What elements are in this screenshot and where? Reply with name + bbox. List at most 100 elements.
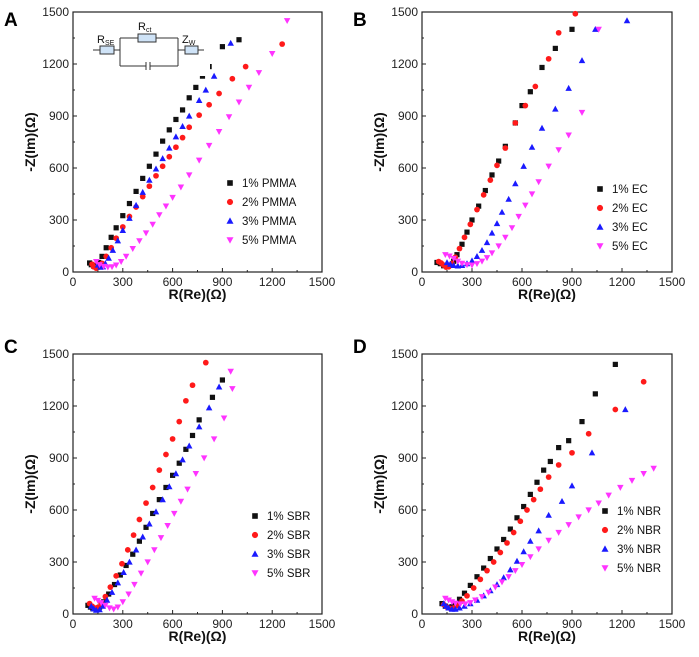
data-point: [162, 203, 170, 210]
data-point: [122, 253, 130, 260]
data-point: [566, 438, 572, 444]
data-point: [119, 227, 127, 233]
data-point: [113, 225, 119, 231]
data-point: [501, 536, 507, 543]
data-point: [206, 101, 212, 108]
data-point: [229, 75, 236, 82]
data-point: [227, 39, 234, 46]
data-point: [579, 419, 585, 425]
plot-frame: [421, 353, 673, 615]
data-point: [215, 383, 223, 390]
data-point: [268, 51, 276, 57]
data-point: [195, 423, 203, 430]
y-tick-label: 1200: [42, 399, 69, 413]
chart-panel-b: B 0 300 600 900 1200 1500 0 300 600 900 1200 1500 R(R…: [353, 5, 686, 302]
data-point: [137, 570, 145, 577]
data-point: [143, 500, 149, 506]
series-2: [440, 378, 647, 612]
data-point: [131, 581, 138, 588]
y-axis-label: -Z(Im)(Ω): [371, 112, 387, 171]
y-axis-label: -Z(Im)(Ω): [371, 454, 387, 513]
data-point: [569, 26, 575, 32]
data-point: [483, 255, 491, 262]
data-point: [92, 259, 100, 265]
data-point: [498, 579, 506, 586]
data-point: [189, 382, 196, 389]
data-point: [458, 260, 466, 267]
data-point: [124, 547, 131, 553]
data-point: [245, 84, 253, 91]
data-point: [126, 214, 133, 221]
data-point: [545, 163, 552, 170]
data-point: [219, 44, 225, 50]
legend-label: 2% EC: [612, 203, 648, 215]
data-point: [183, 446, 189, 452]
legend-label: 1% PMMA: [242, 178, 297, 190]
data-point: [512, 180, 519, 187]
data-point: [588, 449, 596, 456]
data-point: [144, 559, 151, 566]
data-point: [146, 183, 153, 190]
y-axis-label: -Z(Im)(Ω): [22, 112, 38, 171]
data-point: [565, 132, 572, 139]
data-point: [170, 472, 176, 478]
data-point: [283, 18, 291, 25]
data-point: [457, 601, 464, 608]
data-point: [189, 432, 196, 439]
legend-label: 1% EC: [612, 184, 648, 196]
x-tick-label: 600: [163, 617, 183, 631]
data-point: [120, 569, 127, 575]
data-point: [605, 492, 612, 499]
data-point: [119, 599, 127, 606]
legend-label: 5% SBR: [267, 568, 310, 580]
data-point: [527, 554, 534, 561]
panel-letter: D: [353, 337, 367, 358]
resistor-rct-icon: [137, 33, 157, 43]
data-point: [481, 565, 487, 571]
data-point: [176, 418, 183, 425]
data-point: [110, 606, 117, 613]
data-point: [527, 89, 533, 95]
data-point: [109, 246, 117, 253]
x-axis-label: R(Re)(Ω): [518, 628, 576, 644]
data-point: [225, 114, 233, 121]
data-point: [101, 599, 107, 605]
data-point: [496, 158, 502, 164]
data-point: [446, 253, 453, 260]
data-point: [210, 72, 218, 79]
data-point: [242, 63, 249, 70]
data-point: [107, 584, 114, 590]
data-point: [512, 568, 519, 575]
x-tick-label: 300: [462, 617, 482, 631]
data-point: [146, 176, 153, 183]
data-point: [166, 483, 173, 490]
x-tick-label: 600: [512, 617, 532, 631]
data-point: [172, 133, 180, 140]
data-point: [461, 234, 468, 241]
data-point: [539, 64, 545, 71]
data-point: [464, 229, 470, 235]
data-point: [108, 234, 114, 240]
data-point: [640, 378, 647, 385]
x-tick-label: 1200: [259, 617, 286, 631]
data-point: [202, 86, 210, 93]
x-tick-label: 600: [163, 275, 183, 289]
x-tick-label: 900: [562, 275, 582, 289]
data-point: [461, 602, 468, 609]
data-point: [166, 153, 173, 160]
data-point: [585, 507, 592, 514]
data-point: [202, 359, 209, 366]
data-point: [488, 229, 496, 236]
data-point: [159, 496, 166, 503]
chart-panel-c: C 0 300 600 900 1200 1500 0 300 600 900 1200 1500 R(R…: [4, 337, 336, 644]
data-point: [103, 245, 109, 251]
data-point: [537, 486, 544, 493]
data-point: [163, 484, 169, 491]
x-tick-label: 600: [512, 275, 532, 289]
data-point: [510, 529, 517, 536]
data-point: [159, 155, 166, 162]
legend-marker: [251, 531, 259, 539]
data-point: [173, 144, 179, 151]
data-point: [169, 436, 176, 442]
data-point: [215, 129, 223, 135]
